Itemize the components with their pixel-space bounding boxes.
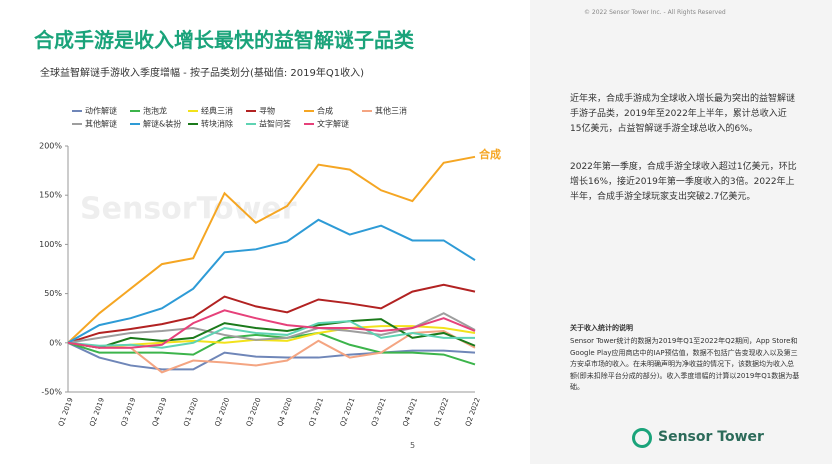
x-tick-label: Q2 2020 — [214, 397, 232, 428]
legend-label: 其他解谜 — [85, 119, 117, 129]
series-line — [67, 329, 476, 374]
x-tick-label: Q2 2019 — [88, 397, 106, 428]
legend-label: 合成 — [317, 106, 333, 116]
series-line — [67, 218, 476, 344]
paragraph: 2022年第一季度，合成手游全球收入超过1亿美元，环比增长16%，接近2019年… — [570, 162, 797, 202]
page-title: 合成手游是收入增长最快的益智解谜子品类 — [34, 28, 414, 52]
note-text: Sensor Tower统计的数据为2019年Q1至2022年Q2期间，App … — [570, 337, 800, 391]
y-tick-label: 200% — [39, 142, 62, 151]
series-line — [67, 320, 475, 349]
legend-label: 泡泡龙 — [143, 106, 167, 116]
copyright: © 2022 Sensor Tower Inc. - All Rights Re… — [584, 9, 726, 16]
x-tick-label: Q3 2019 — [120, 397, 138, 428]
x-tick-label: Q1 2022 — [433, 397, 451, 428]
x-tick-label: Q1 2021 — [307, 397, 325, 428]
x-tick-label: Q2 2021 — [339, 397, 357, 428]
legend-label: 其他三消 — [375, 106, 407, 116]
x-tick-label: Q3 2020 — [245, 397, 263, 428]
x-tick-label: Q4 2019 — [151, 397, 169, 428]
series-line — [67, 309, 476, 349]
series-line — [67, 283, 476, 344]
legend-label: 经典三消 — [201, 106, 233, 116]
logo-icon — [632, 428, 652, 448]
y-tick-label: 0% — [49, 338, 62, 347]
paragraph: 近年来，合成手游成为全球收入增长最为突出的益智解谜手游子品类，2019年至202… — [570, 94, 796, 134]
y-tick-label: 100% — [39, 240, 62, 249]
x-tick-label: Q4 2021 — [401, 397, 419, 428]
legend-label: 益智问答 — [259, 119, 291, 129]
y-tick-label: -50% — [41, 388, 62, 397]
x-tick-label: Q1 2019 — [57, 397, 75, 428]
legend-label: 动作解谜 — [85, 106, 117, 116]
chart: 全球益智解谜手游收入季度增幅 - 按子品类划分(基础值: 2019年Q1收入) … — [39, 66, 501, 428]
x-tick-label: Q1 2020 — [182, 397, 200, 428]
legend-label: 转块消除 — [201, 119, 233, 129]
note-title: 关于收入统计的说明 — [570, 324, 633, 332]
series-line — [67, 341, 476, 371]
legend-label: 文字解谜 — [317, 119, 349, 129]
chart-subtitle: 全球益智解谜手游收入季度增幅 - 按子品类划分(基础值: 2019年Q1收入) — [40, 66, 364, 79]
x-tick-label: Q4 2020 — [276, 397, 294, 428]
y-tick-label: 50% — [44, 289, 62, 298]
annotation: 合成 — [479, 147, 501, 161]
logo: Sensor Tower — [658, 429, 764, 445]
y-tick-label: 150% — [39, 191, 62, 200]
x-tick-label: Q2 2022 — [464, 397, 482, 428]
sidebar: © 2022 Sensor Tower Inc. - All Rights Re… — [530, 0, 832, 464]
watermark: SensorTower — [80, 192, 297, 227]
legend-label: 解谜&装扮 — [143, 119, 181, 129]
series-line — [67, 155, 476, 344]
x-tick-label: Q3 2021 — [370, 397, 388, 428]
page-number: 5 — [410, 441, 416, 450]
legend-label: 寻物 — [259, 106, 275, 116]
